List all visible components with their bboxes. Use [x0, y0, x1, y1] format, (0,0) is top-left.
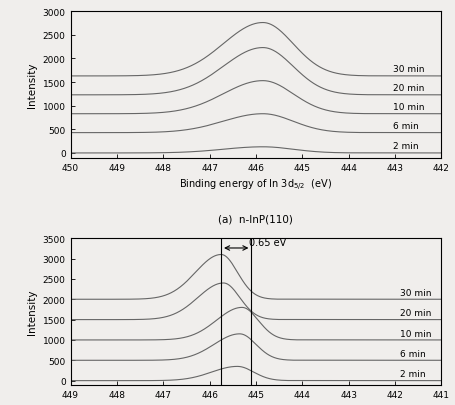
X-axis label: Binding energy of In 3d$_{5/2}$  (eV): Binding energy of In 3d$_{5/2}$ (eV) [179, 178, 333, 193]
Text: 2 min: 2 min [399, 369, 425, 378]
Text: 10 min: 10 min [399, 329, 431, 338]
X-axis label: Binding energy of In 3d$_{5/2}$  (eV): Binding energy of In 3d$_{5/2}$ (eV) [179, 404, 333, 405]
Y-axis label: Intensity: Intensity [27, 289, 37, 335]
Text: 6 min: 6 min [393, 122, 419, 130]
Text: 6 min: 6 min [399, 349, 425, 358]
Text: 30 min: 30 min [399, 288, 431, 297]
Y-axis label: Intensity: Intensity [27, 62, 37, 108]
Text: 20 min: 20 min [399, 308, 431, 318]
Text: 2 min: 2 min [393, 142, 418, 151]
Text: 30 min: 30 min [393, 65, 424, 74]
Text: 0.65 eV: 0.65 eV [249, 238, 286, 247]
Text: 10 min: 10 min [393, 102, 424, 112]
Text: 20 min: 20 min [393, 84, 424, 93]
Text: (a)  n-InP(110): (a) n-InP(110) [218, 214, 293, 224]
